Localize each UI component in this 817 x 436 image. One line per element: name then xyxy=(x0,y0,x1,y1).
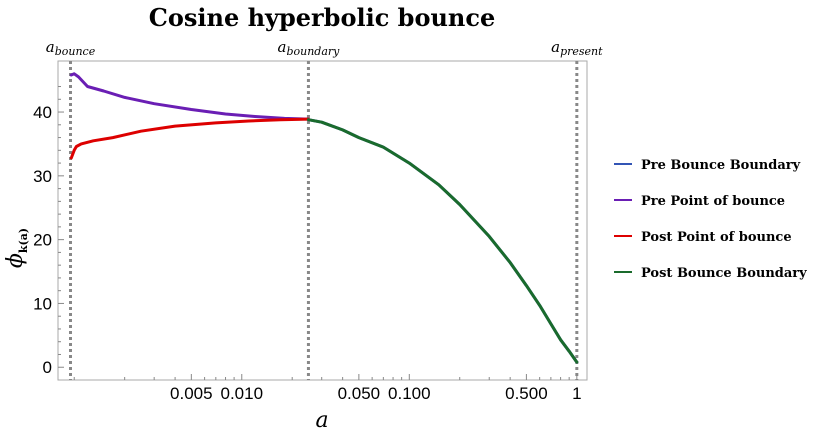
y-axis-label: ϕk(a) xyxy=(3,228,30,268)
reference-label-present: apresent xyxy=(551,38,603,58)
series-line-3 xyxy=(69,117,310,160)
legend-label-1: Pre Bounce Boundary xyxy=(641,158,801,173)
x-tick-label: 0.005 xyxy=(170,384,213,403)
series-line-4 xyxy=(306,118,579,364)
y-tick-label: 10 xyxy=(33,294,52,313)
y-tick-label: 0 xyxy=(43,358,52,377)
y-tick-label: 40 xyxy=(33,103,52,122)
y-tick-label: 20 xyxy=(33,231,52,250)
y-tick-label: 30 xyxy=(33,167,52,186)
plot-frame xyxy=(57,60,588,381)
series-line-1 xyxy=(306,118,579,364)
x-tick-label: 0.500 xyxy=(505,384,548,403)
series-line-2 xyxy=(69,72,310,121)
legend-label-3: Post Point of bounce xyxy=(641,230,792,245)
x-tick-label: 0.010 xyxy=(220,384,263,403)
reference-label-boundary: aboundary xyxy=(278,38,341,58)
legend: Pre Bounce Boundary Pre Point of bounce Po… xyxy=(614,158,807,281)
x-tick-label: 0.100 xyxy=(388,384,431,403)
reference-label-bounce: abounce xyxy=(46,38,96,58)
legend-label-4: Post Bounce Boundary xyxy=(641,266,807,281)
legend-label-2: Pre Point of bounce xyxy=(641,194,785,209)
x-tick-label: 1 xyxy=(572,384,581,403)
x-tick-label: 0.050 xyxy=(338,384,381,403)
x-axis-label: a xyxy=(315,408,328,433)
chart-title: Cosine hyperbolic bounce xyxy=(149,3,495,32)
